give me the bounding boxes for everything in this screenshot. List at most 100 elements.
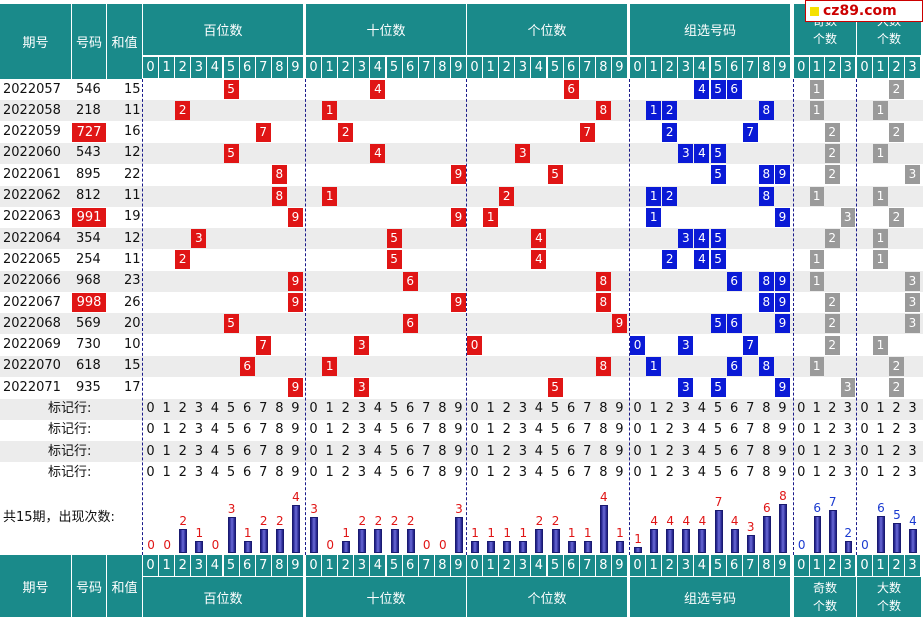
mark-digit[interactable]: 2 xyxy=(828,443,837,459)
mark-digit[interactable]: 1 xyxy=(876,401,885,416)
mark-digit[interactable]: 2 xyxy=(341,401,350,416)
mark-digit[interactable]: 5 xyxy=(550,464,560,480)
mark-digit[interactable]: 8 xyxy=(599,422,608,438)
mark-digit[interactable]: 9 xyxy=(615,443,624,459)
mark-digit[interactable]: 4 xyxy=(210,443,220,459)
mark-digit[interactable]: 0 xyxy=(860,464,869,480)
mark-digit[interactable]: 6 xyxy=(730,443,739,459)
mark-digit[interactable]: 1 xyxy=(486,401,495,416)
mark-digit[interactable]: 5 xyxy=(713,464,723,480)
mark-digit[interactable]: 8 xyxy=(599,401,608,416)
mark-digit[interactable]: 2 xyxy=(178,422,187,438)
mark-digit[interactable]: 8 xyxy=(438,443,447,459)
mark-digit[interactable]: 9 xyxy=(454,464,463,480)
mark-digit[interactable]: 1 xyxy=(812,443,821,459)
mark-digit[interactable]: 3 xyxy=(518,464,527,480)
mark-digit[interactable]: 2 xyxy=(502,422,511,438)
mark-digit[interactable]: 3 xyxy=(908,443,917,459)
mark-digit[interactable]: 8 xyxy=(762,401,771,416)
mark-digit[interactable]: 4 xyxy=(697,422,707,438)
mark-digit[interactable]: 6 xyxy=(406,464,415,480)
mark-digit[interactable]: 0 xyxy=(860,422,869,438)
mark-digit[interactable]: 1 xyxy=(649,422,658,438)
mark-digit[interactable]: 2 xyxy=(178,464,187,480)
mark-digit[interactable]: 9 xyxy=(291,422,300,438)
mark-digit[interactable]: 2 xyxy=(178,401,187,416)
mark-digit[interactable]: 5 xyxy=(389,443,399,459)
mark-digit[interactable]: 5 xyxy=(389,422,399,438)
mark-digit[interactable]: 7 xyxy=(746,422,755,438)
mark-digit[interactable]: 4 xyxy=(373,422,383,438)
mark-digit[interactable]: 0 xyxy=(470,464,479,480)
mark-digit[interactable]: 9 xyxy=(454,422,463,438)
mark-digit[interactable]: 1 xyxy=(876,422,885,438)
mark-digit[interactable]: 4 xyxy=(697,443,707,459)
mark-digit[interactable]: 2 xyxy=(665,443,674,459)
mark-digit[interactable]: 6 xyxy=(567,401,576,416)
mark-digit[interactable]: 1 xyxy=(162,401,171,416)
mark-digit[interactable]: 3 xyxy=(194,464,203,480)
mark-digit[interactable]: 7 xyxy=(583,422,592,438)
mark-digit[interactable]: 6 xyxy=(730,401,739,416)
mark-digit[interactable]: 4 xyxy=(210,464,220,480)
mark-digit[interactable]: 1 xyxy=(876,464,885,480)
mark-digit[interactable]: 1 xyxy=(486,443,495,459)
mark-digit[interactable]: 8 xyxy=(275,464,284,480)
mark-digit[interactable]: 3 xyxy=(194,443,203,459)
mark-digit[interactable]: 0 xyxy=(633,464,642,480)
mark-digit[interactable]: 2 xyxy=(665,464,674,480)
mark-digit[interactable]: 3 xyxy=(518,401,527,416)
mark-digit[interactable]: 0 xyxy=(146,422,155,438)
mark-digit[interactable]: 3 xyxy=(681,401,690,416)
mark-digit[interactable]: 2 xyxy=(665,401,674,416)
mark-digit[interactable]: 7 xyxy=(746,401,755,416)
mark-digit[interactable]: 8 xyxy=(275,443,284,459)
mark-digit[interactable]: 2 xyxy=(341,422,350,438)
mark-digit[interactable]: 7 xyxy=(583,464,592,480)
mark-digit[interactable]: 7 xyxy=(259,464,268,480)
mark-digit[interactable]: 7 xyxy=(746,443,755,459)
mark-digit[interactable]: 2 xyxy=(828,401,837,416)
mark-digit[interactable]: 2 xyxy=(341,464,350,480)
mark-digit[interactable]: 2 xyxy=(502,464,511,480)
mark-digit[interactable]: 0 xyxy=(146,401,155,416)
mark-digit[interactable]: 3 xyxy=(357,464,366,480)
mark-digit[interactable]: 2 xyxy=(828,422,837,438)
mark-digit[interactable]: 7 xyxy=(259,422,268,438)
mark-digit[interactable]: 6 xyxy=(243,443,252,459)
mark-digit[interactable]: 1 xyxy=(325,464,334,480)
mark-digit[interactable]: 9 xyxy=(778,443,787,459)
mark-digit[interactable]: 1 xyxy=(162,443,171,459)
mark-digit[interactable]: 7 xyxy=(583,443,592,459)
mark-digit[interactable]: 0 xyxy=(470,422,479,438)
mark-digit[interactable]: 8 xyxy=(762,443,771,459)
mark-digit[interactable]: 4 xyxy=(534,401,544,416)
mark-digit[interactable]: 9 xyxy=(291,464,300,480)
mark-digit[interactable]: 5 xyxy=(389,401,399,416)
mark-digit[interactable]: 7 xyxy=(259,443,268,459)
mark-digit[interactable]: 4 xyxy=(373,443,383,459)
mark-digit[interactable]: 4 xyxy=(534,443,544,459)
mark-digit[interactable]: 5 xyxy=(550,401,560,416)
mark-digit[interactable]: 9 xyxy=(778,464,787,480)
mark-digit[interactable]: 0 xyxy=(797,443,806,459)
mark-digit[interactable]: 1 xyxy=(876,443,885,459)
mark-digit[interactable]: 6 xyxy=(730,422,739,438)
mark-digit[interactable]: 2 xyxy=(892,464,901,480)
mark-digit[interactable]: 5 xyxy=(226,401,236,416)
mark-digit[interactable]: 0 xyxy=(309,464,318,480)
mark-digit[interactable]: 2 xyxy=(178,443,187,459)
mark-digit[interactable]: 3 xyxy=(194,422,203,438)
mark-digit[interactable]: 5 xyxy=(226,443,236,459)
mark-digit[interactable]: 6 xyxy=(243,401,252,416)
mark-digit[interactable]: 8 xyxy=(438,464,447,480)
mark-digit[interactable]: 6 xyxy=(567,464,576,480)
mark-digit[interactable]: 6 xyxy=(730,464,739,480)
mark-digit[interactable]: 3 xyxy=(908,401,917,416)
mark-digit[interactable]: 2 xyxy=(502,443,511,459)
mark-digit[interactable]: 1 xyxy=(486,422,495,438)
mark-digit[interactable]: 9 xyxy=(778,422,787,438)
mark-digit[interactable]: 5 xyxy=(550,422,560,438)
mark-digit[interactable]: 9 xyxy=(615,401,624,416)
mark-digit[interactable]: 4 xyxy=(697,401,707,416)
